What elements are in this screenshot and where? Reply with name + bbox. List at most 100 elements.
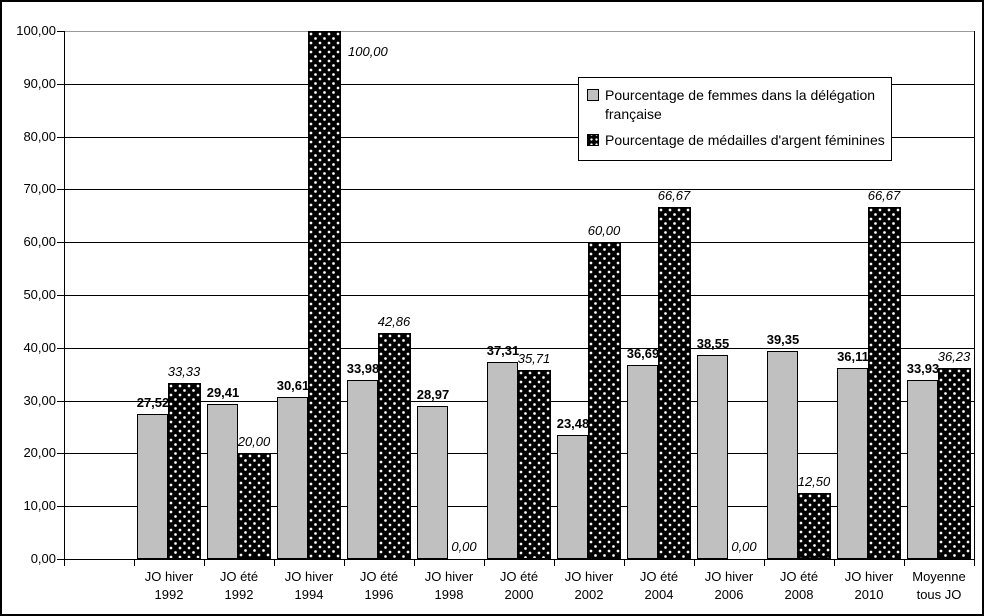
x-axis-label-line2: 2004 [644, 587, 674, 602]
bar-medailles [798, 493, 831, 559]
y-tick [57, 401, 64, 402]
x-tick [764, 559, 765, 566]
y-axis-label: 60,00 [23, 234, 56, 249]
x-axis-label-line1: JO hiver [704, 569, 754, 584]
y-tick [57, 242, 64, 243]
x-axis-label-line2: 2000 [504, 587, 534, 602]
x-tick [834, 559, 835, 566]
legend-swatch-dotted-icon [587, 134, 599, 146]
y-axis-label: 90,00 [23, 76, 56, 91]
x-tick [204, 559, 205, 566]
x-axis-label-line1: JO été [779, 569, 819, 584]
y-axis-label: 30,00 [23, 393, 56, 408]
x-axis-label: JO été 1996 [335, 568, 423, 604]
x-tick [64, 559, 65, 566]
bar-value-label: 27,52 [136, 395, 170, 410]
x-axis-label: Moyenne tous JO [895, 568, 982, 604]
y-axis-label: 100,00 [16, 23, 56, 38]
x-axis-label: JO été 2000 [475, 568, 563, 604]
y-axis-label: 80,00 [23, 129, 56, 144]
x-axis-label-line2: 2008 [784, 587, 814, 602]
x-axis-label-line1: JO hiver [844, 569, 894, 584]
bar-delegation [627, 365, 658, 559]
x-axis-label: JO hiver 2002 [545, 568, 633, 604]
bar-medailles [518, 370, 551, 559]
y-tick [57, 506, 64, 507]
bar-value-label: 60,00 [587, 223, 621, 238]
bar-value-label: 28,97 [416, 387, 450, 402]
x-tick [974, 559, 975, 566]
y-tick [57, 137, 64, 138]
bar-medailles [588, 242, 621, 559]
x-tick [554, 559, 555, 566]
x-tick [344, 559, 345, 566]
x-axis-label-line2: 1996 [364, 587, 394, 602]
legend-label-delegation: Pourcentage de femmes dans la délégation… [605, 87, 876, 122]
bar-value-label: 42,86 [377, 314, 411, 329]
x-axis-line [64, 559, 975, 560]
y-axis-label: 40,00 [23, 340, 56, 355]
legend-item-delegation: Pourcentage de femmes dans la délégation… [587, 86, 885, 124]
x-axis-label: JO été 2004 [615, 568, 703, 604]
bar-value-label: 29,41 [206, 385, 240, 400]
y-tick [57, 84, 64, 85]
x-axis-label-line1: JO hiver [424, 569, 474, 584]
legend-item-medailles: Pourcentage de médailles d'argent fémini… [587, 131, 885, 150]
bar-value-label: 35,71 [517, 351, 551, 366]
bar-value-label: 38,55 [696, 336, 730, 351]
x-axis-label-line1: Moyenne [912, 569, 966, 584]
x-axis-label: JO hiver 2006 [685, 568, 773, 604]
bar-value-label: 20,00 [237, 434, 271, 449]
bar-delegation [347, 380, 378, 559]
y-tick [57, 559, 64, 560]
bar-value-label: 33,93 [906, 361, 940, 376]
bar-delegation [697, 355, 728, 559]
x-axis-label-line1: JO été [219, 569, 259, 584]
bar-medailles [308, 31, 341, 559]
bar-value-label: 37,31 [486, 343, 520, 358]
bar-value-label: 30,61 [276, 378, 310, 393]
bar-value-label: 36,23 [937, 349, 971, 364]
bar-delegation [557, 435, 588, 559]
bar-value-label: 0,00 [731, 539, 757, 554]
x-axis-label: JO hiver 1998 [405, 568, 493, 604]
bar-delegation [837, 368, 868, 559]
gridline [64, 137, 975, 138]
gridline [64, 295, 975, 296]
bar-value-label: 66,67 [657, 188, 691, 203]
bar-delegation [277, 397, 308, 559]
x-tick [274, 559, 275, 566]
legend-swatch-gray-icon [587, 89, 599, 101]
x-axis-label-line2: tous JO [916, 587, 962, 602]
x-axis-label-line1: JO été [359, 569, 399, 584]
bar-medailles [168, 383, 201, 559]
x-tick [694, 559, 695, 566]
x-tick [134, 559, 135, 566]
y-tick [57, 295, 64, 296]
x-axis-label-line2: 1994 [294, 587, 324, 602]
x-axis-label-line1: JO été [499, 569, 539, 584]
x-axis-label-line2: 1998 [434, 587, 464, 602]
bar-delegation [207, 404, 238, 559]
x-axis-label: JO hiver 1992 [125, 568, 213, 604]
y-tick [57, 453, 64, 454]
bar-medailles [658, 207, 691, 559]
x-axis-label-line1: JO hiver [564, 569, 614, 584]
y-axis-label: 20,00 [23, 445, 56, 460]
x-axis-label-line2: 2010 [854, 587, 884, 602]
y-axis-line [64, 31, 65, 559]
legend-label-medailles: Pourcentage de médailles d'argent fémini… [605, 132, 885, 148]
y-axis-label: 70,00 [23, 181, 56, 196]
bar-value-label: 100,00 [348, 44, 388, 59]
x-axis-label-line2: 2002 [574, 587, 604, 602]
x-tick [624, 559, 625, 566]
y-axis-label: 50,00 [23, 287, 56, 302]
x-axis-label: JO été 1992 [195, 568, 283, 604]
bar-delegation [417, 406, 448, 559]
x-axis-label: JO hiver 1994 [265, 568, 353, 604]
bar-delegation [137, 414, 168, 559]
y-tick [57, 348, 64, 349]
bar-delegation [767, 351, 798, 559]
x-axis-label-line2: 2006 [714, 587, 744, 602]
